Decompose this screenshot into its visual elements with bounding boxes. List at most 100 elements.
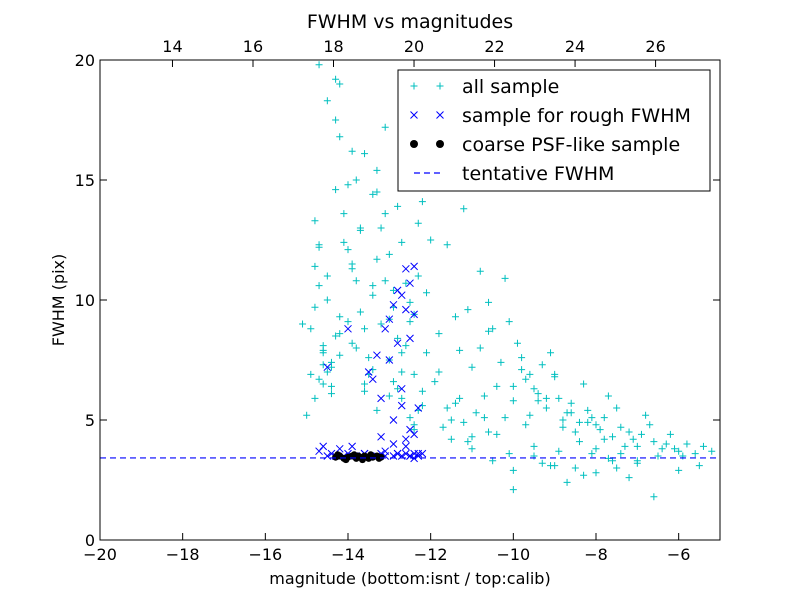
all-sample-point xyxy=(410,370,418,378)
all-sample-point xyxy=(451,399,459,407)
all-sample-point xyxy=(323,368,331,376)
all-sample-point xyxy=(691,450,699,458)
all-sample-point xyxy=(650,493,658,501)
rough-sample-point xyxy=(377,432,385,441)
all-sample-point xyxy=(435,330,443,338)
all-sample-point xyxy=(625,428,633,436)
all-sample-point xyxy=(683,440,691,448)
all-sample-point xyxy=(402,279,410,287)
all-sample-point xyxy=(439,423,447,431)
top-x-tick-label: 20 xyxy=(404,37,424,56)
legend-label: all sample xyxy=(462,76,559,98)
legend: all sample sample for rough FWHM coarse PS… xyxy=(397,69,711,192)
x-tick-label: −8 xyxy=(584,545,608,564)
rough-sample-point xyxy=(410,310,418,319)
top-x-tick-label: 24 xyxy=(565,37,585,56)
all-sample-point xyxy=(361,325,369,333)
rough-sample-point xyxy=(323,363,332,372)
all-sample-point xyxy=(666,430,674,438)
all-sample-point xyxy=(389,286,397,294)
rough-sample-point xyxy=(389,440,398,448)
rough-sample-point xyxy=(335,444,344,453)
all-sample-point xyxy=(340,210,348,218)
all-sample-point xyxy=(303,411,311,419)
all-sample-point xyxy=(418,387,426,395)
psf-sample-point xyxy=(342,456,350,464)
all-sample-point xyxy=(563,478,571,486)
all-sample-point xyxy=(319,380,327,388)
x-tick-label: −14 xyxy=(331,545,365,564)
all-sample-point xyxy=(381,210,389,218)
x-tick-label: −6 xyxy=(667,545,691,564)
all-sample-point xyxy=(348,339,356,347)
all-sample-point xyxy=(509,486,517,494)
rough-sample-point xyxy=(315,447,323,456)
all-sample-point xyxy=(414,272,422,280)
rough-sample-point xyxy=(373,351,381,360)
x-tick-label: −16 xyxy=(248,545,282,564)
all-sample-point xyxy=(518,354,526,362)
legend-frame xyxy=(397,69,711,192)
all-sample-point xyxy=(584,406,592,414)
y-tick-label: 15 xyxy=(75,171,95,190)
all-sample-point xyxy=(311,262,319,270)
all-sample-point xyxy=(534,397,542,405)
all-sample-point xyxy=(410,421,418,429)
all-sample-point xyxy=(315,282,323,290)
all-sample-point xyxy=(311,394,319,402)
all-sample-point xyxy=(662,440,670,448)
all-sample-point xyxy=(352,277,360,285)
rough-sample-point xyxy=(393,449,402,458)
all-sample-point xyxy=(571,464,579,472)
all-sample-point xyxy=(625,474,633,482)
all-sample-point xyxy=(547,349,555,357)
all-sample-point xyxy=(381,123,389,131)
all-sample-point xyxy=(485,428,493,436)
all-sample-point xyxy=(406,414,414,422)
rough-sample-point xyxy=(397,291,406,300)
all-sample-point xyxy=(485,327,493,335)
all-sample-point xyxy=(423,349,431,357)
all-sample-point xyxy=(530,385,538,393)
rough-sample-point xyxy=(402,305,410,314)
chart-title: FWHM vs magnitudes xyxy=(307,11,513,33)
all-sample-point xyxy=(361,380,369,388)
all-sample-point xyxy=(596,426,604,434)
all-sample-point xyxy=(468,445,476,453)
all-sample-point xyxy=(307,325,315,333)
legend-label: coarse PSF-like sample xyxy=(462,134,680,156)
all-sample-point xyxy=(327,390,335,398)
all-sample-point xyxy=(588,450,596,458)
all-sample-point xyxy=(571,428,579,436)
all-sample-point xyxy=(456,346,464,354)
rough-sample-point xyxy=(368,375,377,384)
all-sample-point xyxy=(629,435,637,443)
top-x-tick-label: 22 xyxy=(484,37,504,56)
all-sample-point xyxy=(352,176,360,184)
all-sample-point xyxy=(389,378,397,386)
rough-sample-point xyxy=(397,384,406,393)
all-sample-point xyxy=(476,344,484,352)
all-sample-point xyxy=(456,394,464,402)
all-sample-point xyxy=(485,298,493,306)
all-sample-point xyxy=(600,414,608,422)
all-sample-point xyxy=(613,464,621,472)
x-axis-label: magnitude (bottom:isnt / top:calib) xyxy=(269,569,550,588)
all-sample-point xyxy=(695,462,703,470)
all-sample-point xyxy=(332,186,340,194)
y-tick-label: 20 xyxy=(75,51,95,70)
all-sample-point xyxy=(542,404,550,412)
all-sample-point xyxy=(489,325,497,333)
legend-rough-sample-swatch xyxy=(410,111,418,119)
all-sample-point xyxy=(394,385,402,393)
all-sample-point xyxy=(464,438,472,446)
all-sample-point xyxy=(344,246,352,254)
rough-sample-point xyxy=(393,339,402,348)
plot-area xyxy=(100,61,720,501)
all-sample-point xyxy=(418,402,426,410)
all-sample-point xyxy=(332,116,340,124)
all-sample-point xyxy=(327,358,335,366)
rough-sample-point xyxy=(364,368,373,376)
all-sample-point xyxy=(497,358,505,366)
